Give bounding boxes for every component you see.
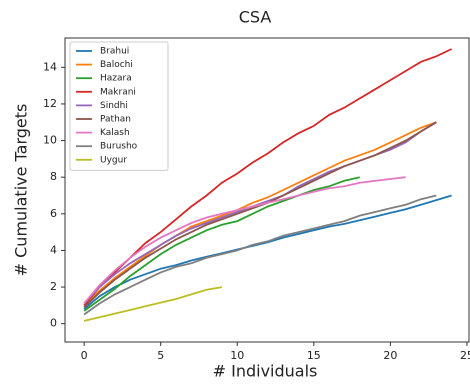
legend-label: Uygur [100,155,127,165]
x-tick-label: 0 [81,349,88,362]
legend-label: Burusho [100,142,138,152]
x-tick-label: 15 [307,349,321,362]
plot-lines [83,48,452,322]
series-line [83,48,452,306]
plot-frame [64,37,470,343]
y-tick-label: 6 [50,207,57,220]
x-tick-label: 20 [383,349,397,362]
series-line [83,176,406,305]
legend-label: Makrani [100,87,136,97]
legend-label: Balochi [100,60,133,70]
y-tick-label: 4 [50,243,57,256]
y-tick-label: 2 [50,280,57,293]
x-tick-label: 10 [230,349,244,362]
y-tick-label: 14 [43,60,57,73]
x-tick-label: 5 [157,349,164,362]
legend-label: Sindhi [100,101,128,111]
legend-label: Brahui [100,47,129,57]
legend-box [69,41,169,171]
series-line [83,194,437,316]
y-axis-label: # Cumulative Targets [12,104,31,277]
x-axis-label: # Individuals [213,362,318,381]
x-tick-label: 25 [460,349,470,362]
legend-label: Pathan [100,115,131,125]
y-tick-label: 10 [43,134,57,147]
series-line [83,176,361,312]
legend-label: Hazara [100,74,132,84]
y-tick-label: 8 [50,170,57,183]
y-tick-label: 0 [50,317,57,330]
chart-title: CSA [239,8,272,27]
series-line [83,286,223,322]
series-line [83,121,437,307]
legend-label: Kalash [100,128,130,138]
y-tick-label: 12 [43,97,57,110]
